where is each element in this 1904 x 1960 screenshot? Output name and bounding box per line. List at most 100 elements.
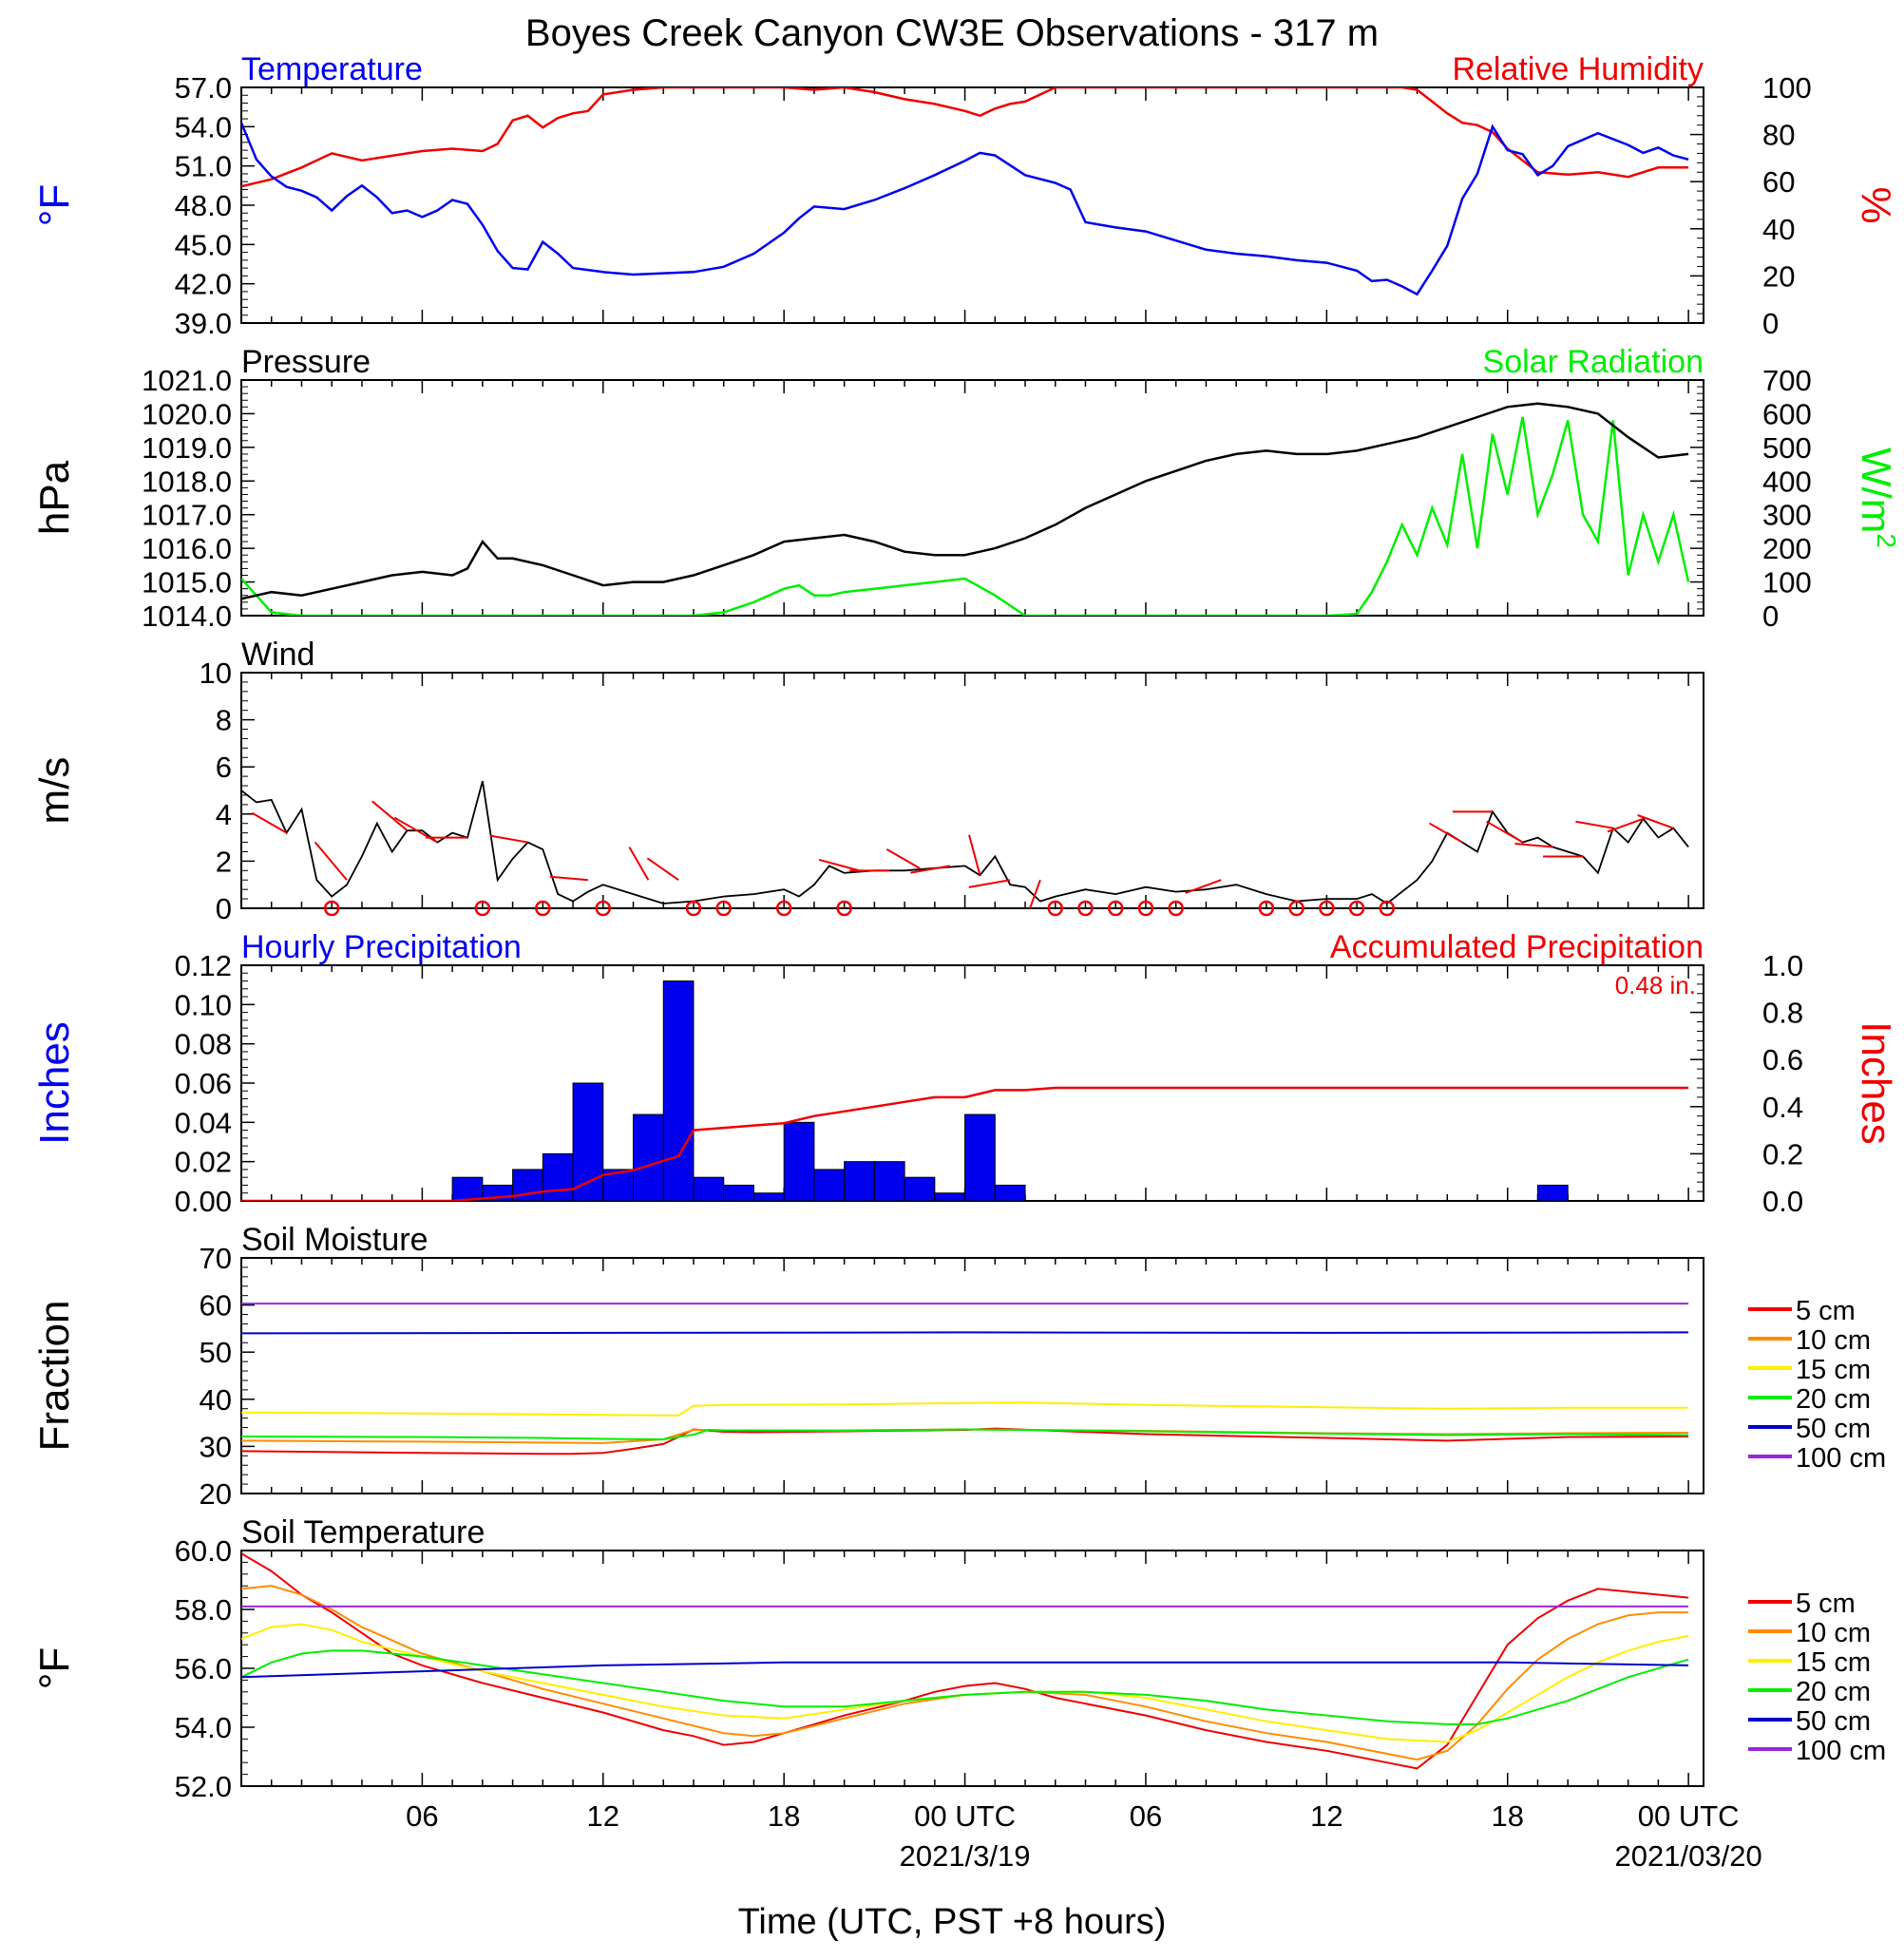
precip-bar xyxy=(542,1152,574,1201)
precip-bar xyxy=(934,1192,966,1201)
panel-soil_moisture: Soil Moisture Fraction 20 30 40 50 60 70 5 cm10 … xyxy=(31,1222,1886,1511)
panel-frame xyxy=(240,672,1704,909)
y-tick-label: 6 xyxy=(216,751,232,784)
panel-title-left: Pressure xyxy=(241,344,371,380)
panel-frame xyxy=(240,86,1704,324)
panel-title-right: Relative Humidity xyxy=(1452,51,1704,87)
y-tick-label: 50 xyxy=(200,1336,232,1369)
calm-wind-marker xyxy=(836,900,852,917)
calm-wind-marker xyxy=(595,900,612,917)
legend-label: 100 cm xyxy=(1796,1443,1886,1474)
calm-wind-marker xyxy=(1047,900,1064,917)
y-tick-label: 200 xyxy=(1762,532,1812,565)
y-tick-label: 40 xyxy=(1762,213,1795,246)
calm-wind-marker xyxy=(1319,900,1335,917)
wind-barb xyxy=(549,875,589,882)
legend-label: 20 cm xyxy=(1796,1384,1871,1415)
y-tick-label: 1014.0 xyxy=(142,599,232,633)
y-axis-label-left: m/s xyxy=(31,757,78,825)
panel-temperature_rh: Temperature Relative Humidity °F % 39.0 42.0 4… xyxy=(31,51,1899,340)
plot-area xyxy=(241,980,1689,1201)
y-tick-label: 0.00 xyxy=(175,1185,232,1218)
y-tick-label: 0 xyxy=(1762,599,1779,633)
soil-series-line xyxy=(241,1661,1689,1679)
wind-barb xyxy=(968,834,981,876)
legend-label: 5 cm xyxy=(1796,1589,1856,1619)
calm-wind-marker xyxy=(323,900,340,917)
y-tick-label: 300 xyxy=(1762,499,1812,532)
panel-title-left: Wind xyxy=(241,637,314,673)
precip-bar xyxy=(873,1161,905,1201)
y-tick-label: 42.0 xyxy=(175,268,232,301)
x-tick-label: 06 xyxy=(1130,1799,1162,1833)
soil-series-line xyxy=(241,1401,1689,1417)
accumulated-total-label: 0.48 in. xyxy=(1615,971,1696,999)
y-tick-label: 1020.0 xyxy=(142,397,232,430)
x-tick-label: 00 UTC xyxy=(914,1799,1016,1833)
precip-bar xyxy=(1536,1184,1569,1201)
soil-series-line xyxy=(241,1427,1689,1456)
y-tick-label: 80 xyxy=(1762,119,1795,152)
precip-bar xyxy=(723,1184,754,1201)
wind-barb xyxy=(1185,879,1222,894)
legend-label: 15 cm xyxy=(1796,1355,1871,1385)
soil-series-line xyxy=(241,1649,1689,1725)
x-tick-label: 18 xyxy=(1492,1799,1524,1833)
wind-barb xyxy=(1429,822,1463,844)
panel-precipitation: Hourly Precipitation Accumulated Precipit… xyxy=(31,929,1899,1218)
precip-bar xyxy=(633,1113,664,1201)
panel-pressure_solar: Pressure Solar Radiation hPa W/m2 1014.01015… xyxy=(31,344,1901,633)
y-tick-label: 100 xyxy=(1762,566,1812,599)
wind-barb xyxy=(1514,843,1553,848)
y-axis-label-right-text: % xyxy=(1853,186,1899,223)
y-tick-label: 1017.0 xyxy=(142,499,232,532)
panel-title-right: Accumulated Precipitation xyxy=(1330,929,1704,965)
calm-wind-marker xyxy=(1137,900,1154,917)
y-tick-label: 0.02 xyxy=(175,1146,232,1179)
y-tick-label: 1.0 xyxy=(1762,949,1803,982)
y-tick-label: 1021.0 xyxy=(142,364,232,397)
legend-label: 50 cm xyxy=(1796,1706,1871,1737)
soil-series-line xyxy=(241,1428,1689,1441)
y-tick-label: 600 xyxy=(1762,397,1812,430)
legend-label: 100 cm xyxy=(1796,1736,1886,1766)
calm-wind-marker xyxy=(1288,900,1304,917)
y-axis-label-right: W/m2 xyxy=(1853,447,1901,548)
y-tick-label: 0.10 xyxy=(175,988,232,1021)
calm-wind-marker xyxy=(1258,900,1275,917)
wind-barb xyxy=(489,834,528,844)
precip-bar xyxy=(662,980,695,1201)
legend-label: 5 cm xyxy=(1796,1296,1856,1326)
precip-bar xyxy=(904,1176,936,1201)
plot-area xyxy=(241,87,1689,296)
wind-barb xyxy=(251,811,288,834)
wind-barb xyxy=(1607,817,1644,833)
y-tick-label: 45.0 xyxy=(175,228,232,261)
temperature-series-line xyxy=(241,122,1689,296)
x-tick-label: 12 xyxy=(587,1799,619,1833)
precip-bar xyxy=(693,1176,725,1201)
y-axis-label-superscript: 2 xyxy=(1872,533,1901,548)
panel-soil_temperature: Soil Temperature °F 52.0 54.0 56.0 58.0 60.0 5 … xyxy=(31,1514,1886,1873)
y-tick-label: 0.8 xyxy=(1762,997,1803,1030)
y-axis-label-left: °F xyxy=(31,1647,78,1689)
precip-bar xyxy=(752,1192,785,1201)
wind-barb xyxy=(628,847,650,881)
y-tick-label: 40 xyxy=(200,1383,232,1417)
precip-bar xyxy=(783,1121,815,1201)
y-tick-label: 58.0 xyxy=(175,1593,232,1627)
figure-title: Boyes Creek Canyon CW3E Observations - 3… xyxy=(525,12,1379,54)
x-tick-label: 18 xyxy=(768,1799,800,1833)
plot-area xyxy=(241,1303,1689,1456)
y-axis-label-right-text: Inches xyxy=(1853,1021,1899,1145)
y-tick-label: 500 xyxy=(1762,431,1812,465)
legend-label: 15 cm xyxy=(1796,1647,1871,1678)
y-tick-label: 0.08 xyxy=(175,1028,232,1061)
y-tick-label: 0.6 xyxy=(1762,1043,1803,1076)
y-axis-label-left: Inches xyxy=(31,1021,78,1145)
wind-barb xyxy=(910,865,950,874)
calm-wind-marker xyxy=(1168,900,1184,917)
y-tick-label: 54.0 xyxy=(175,1711,232,1744)
